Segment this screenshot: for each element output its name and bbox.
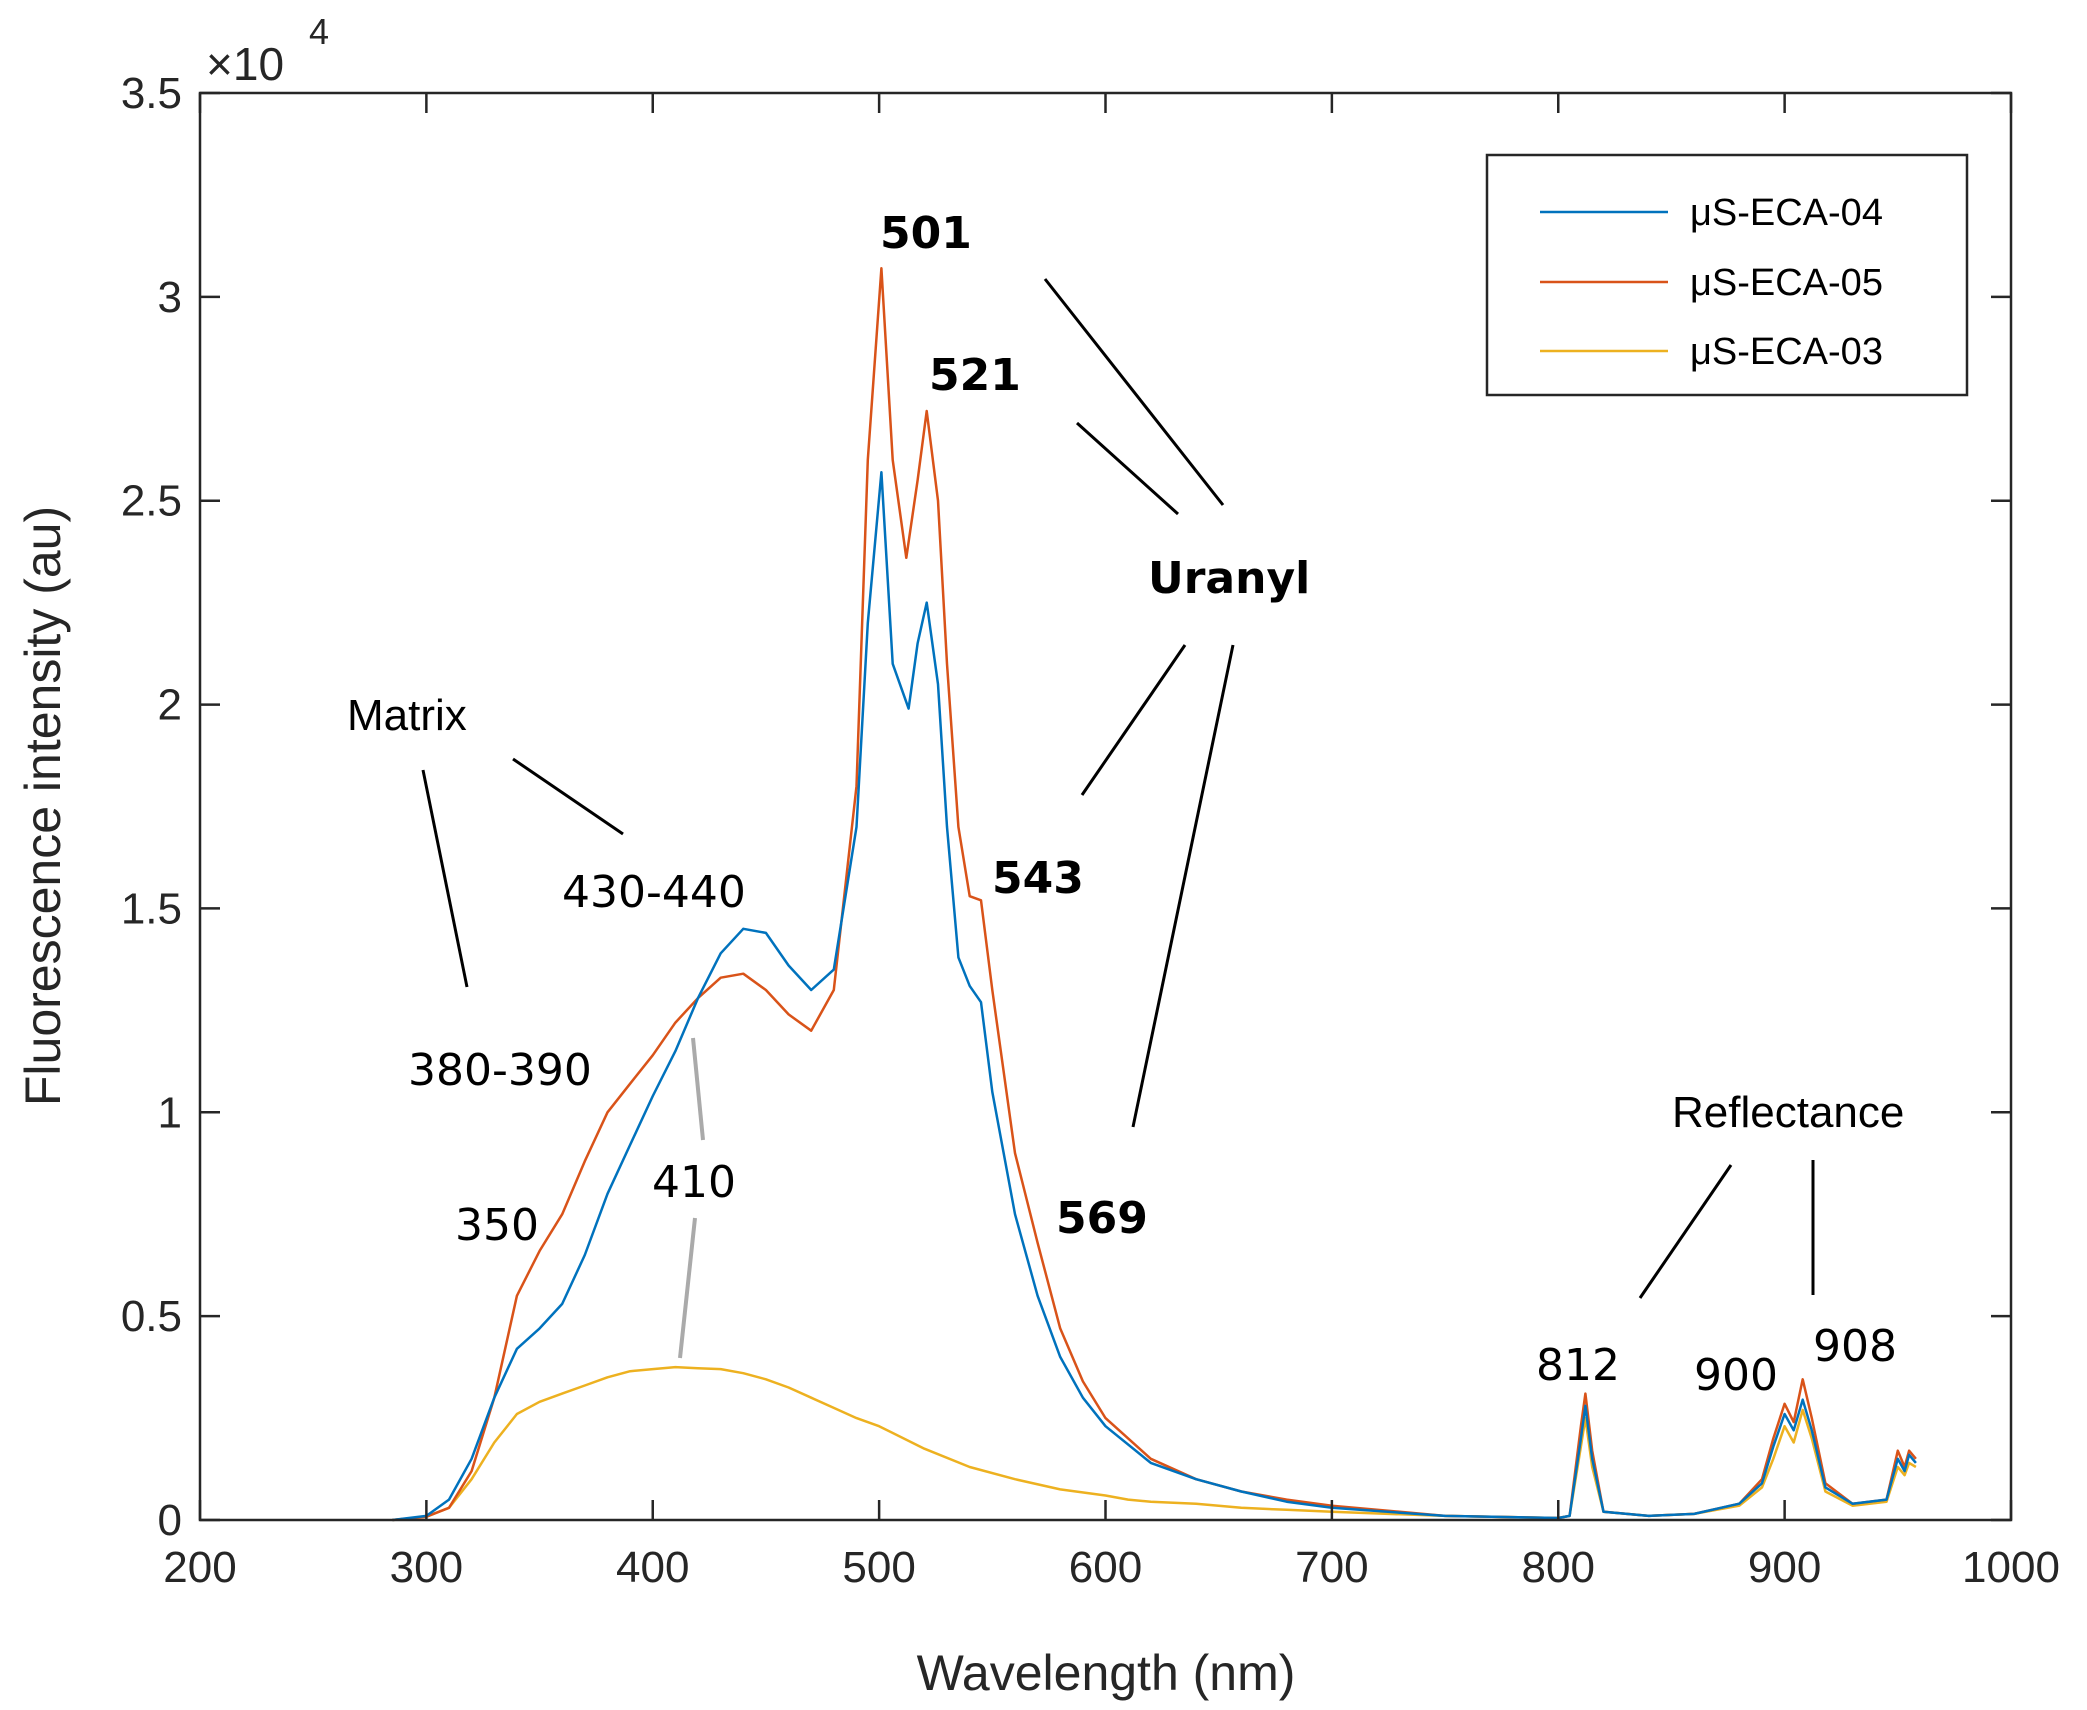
annotation-reflectance-leader: [1638, 1164, 1733, 1299]
x-tick-label: 800: [1522, 1543, 1595, 1592]
annotation-peak-410: 410: [652, 1157, 736, 1208]
series-line-2: [392, 1365, 1917, 1522]
annotation-peak-543: 543: [992, 853, 1084, 904]
annotation-matrix-leader: [512, 757, 624, 836]
annotation-uranyl-leader: [1080, 644, 1187, 796]
x-tick-label: 300: [390, 1543, 463, 1592]
annotation-peak-380-390: 380-390: [408, 1045, 592, 1096]
annotation-peak-908: 908: [1813, 1321, 1897, 1372]
legend-label-2: μS-ECA-03: [1690, 331, 1883, 373]
annotation-410-leader: [678, 1217, 697, 1359]
annotation-peak-521: 521: [929, 350, 1021, 401]
y-tick-label: 1: [158, 1088, 182, 1137]
annotation-uranyl-label: Uranyl: [1148, 553, 1310, 604]
legend-label-1: μS-ECA-05: [1690, 262, 1883, 304]
annotation-uranyl-leader: [1043, 278, 1225, 506]
series-layer: [392, 267, 1917, 1522]
y-tick-label: 0: [158, 1496, 182, 1545]
y-axis-label: Fluorescence intensity (au): [15, 506, 71, 1106]
annotation-layer: Matrix 350 380-390 410 430-440 501 521 543 569 Ur…: [347, 208, 1904, 1401]
y-tick-label: 3.5: [121, 69, 182, 118]
annotation-reflectance-label: Reflectance: [1672, 1088, 1904, 1137]
y-tick-label: 3: [158, 273, 182, 322]
y-tick-label: 2.5: [121, 477, 182, 526]
x-tick-label: 600: [1069, 1543, 1142, 1592]
axes-layer: 200 300 400 500 600 700 800 900 1000 0 0.5 1 1.5 2 2.5…: [121, 69, 2060, 1592]
x-axis-label: Wavelength (nm): [917, 1645, 1296, 1701]
y-tick-label: 2: [158, 681, 182, 730]
y-exponent: ×10 4: [206, 11, 329, 90]
annotation-matrix-label: Matrix: [347, 691, 467, 740]
y-exponent-base: ×10: [206, 38, 284, 90]
series-line-0: [392, 470, 1917, 1522]
annotation-peak-812: 812: [1536, 1340, 1620, 1391]
x-tick-label: 400: [616, 1543, 689, 1592]
x-tick-label: 1000: [1962, 1543, 2060, 1592]
x-tick-label: 500: [842, 1543, 915, 1592]
annotation-uranyl-leader: [1131, 644, 1235, 1128]
annotation-peak-350: 350: [455, 1200, 539, 1251]
legend-label-0: μS-ECA-04: [1690, 192, 1883, 234]
series-line-1: [392, 267, 1917, 1522]
annotation-peak-569: 569: [1056, 1193, 1148, 1244]
y-tick-label: 0.5: [121, 1292, 182, 1341]
x-tick-label: 700: [1295, 1543, 1368, 1592]
annotation-peak-430-440: 430-440: [562, 867, 746, 918]
legend-box: [1485, 153, 1969, 397]
annotation-uranyl-leader: [1075, 421, 1180, 516]
annotation-matrix-leader: [421, 769, 469, 988]
y-exponent-power: 4: [309, 11, 329, 52]
annotation-peak-501: 501: [880, 208, 972, 259]
annotation-410-leader: [691, 1037, 705, 1141]
y-tick-label: 1.5: [121, 884, 182, 933]
annotation-peak-900: 900: [1694, 1350, 1778, 1401]
x-tick-label: 200: [163, 1543, 236, 1592]
legend: μS-ECA-04 μS-ECA-05 μS-ECA-03: [1485, 153, 1969, 397]
x-tick-label: 900: [1748, 1543, 1821, 1592]
